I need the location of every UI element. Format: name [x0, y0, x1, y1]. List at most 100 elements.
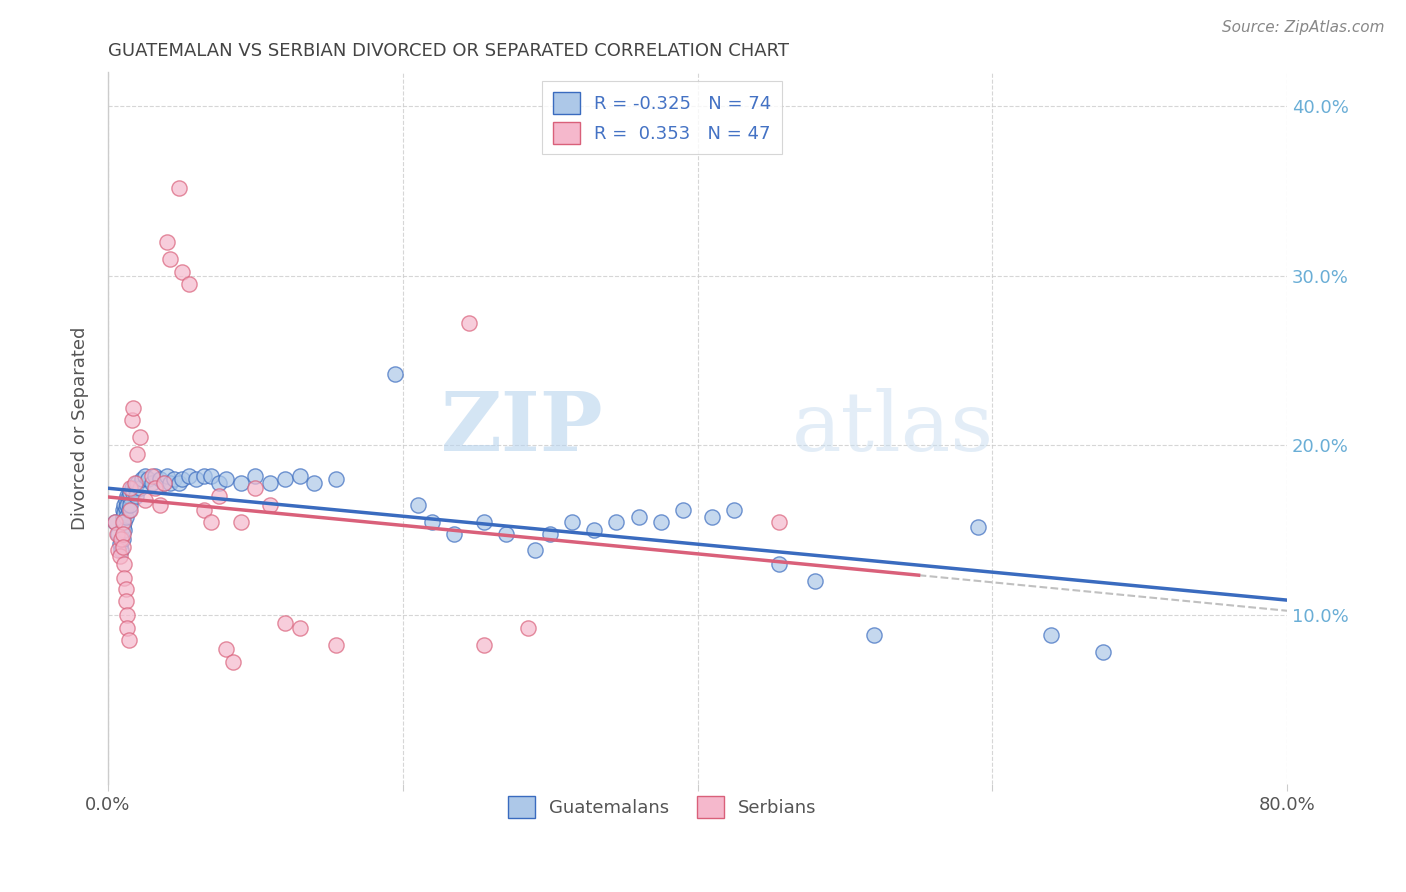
Point [141, 469, 163, 483]
Y-axis label: Divorced or Separated: Divorced or Separated [72, 326, 89, 530]
Point [120, 481, 142, 495]
Point [274, 616, 297, 631]
Point [384, 367, 406, 381]
Point [129, 430, 152, 444]
Text: Source: ZipAtlas.com: Source: ZipAtlas.com [1222, 20, 1385, 35]
Point [111, 532, 134, 546]
Point [768, 515, 790, 529]
Point [124, 475, 146, 490]
Point [148, 472, 170, 486]
Point [107, 526, 129, 541]
Point [966, 520, 988, 534]
Point [245, 469, 267, 483]
Point [495, 526, 517, 541]
Point [104, 515, 127, 529]
Point [167, 180, 190, 194]
Point [112, 515, 135, 529]
Point [524, 543, 547, 558]
Point [111, 509, 134, 524]
Point [134, 469, 156, 483]
Point [111, 540, 134, 554]
Point [702, 509, 724, 524]
Point [193, 503, 215, 517]
Point [156, 469, 179, 483]
Point [115, 607, 138, 622]
Point [186, 472, 208, 486]
Point [120, 503, 142, 517]
Point [325, 639, 347, 653]
Point [108, 549, 131, 563]
Point [177, 277, 200, 292]
Point [117, 633, 139, 648]
Point [125, 489, 148, 503]
Point [111, 526, 134, 541]
Point [153, 475, 176, 490]
Point [111, 520, 134, 534]
Point [768, 557, 790, 571]
Point [583, 523, 606, 537]
Point [121, 481, 143, 495]
Point [114, 594, 136, 608]
Point [170, 265, 193, 279]
Point [115, 498, 138, 512]
Point [114, 492, 136, 507]
Point [325, 472, 347, 486]
Point [245, 481, 267, 495]
Point [112, 557, 135, 571]
Point [115, 622, 138, 636]
Point [136, 472, 159, 486]
Point [170, 472, 193, 486]
Point [627, 509, 650, 524]
Point [259, 498, 281, 512]
Point [274, 472, 297, 486]
Point [114, 509, 136, 524]
Point [112, 506, 135, 520]
Point [229, 515, 252, 529]
Point [120, 486, 142, 500]
Point [127, 475, 149, 490]
Point [288, 622, 311, 636]
Point [141, 475, 163, 490]
Point [159, 475, 181, 490]
Point [112, 498, 135, 512]
Point [108, 537, 131, 551]
Point [131, 472, 153, 486]
Point [215, 641, 238, 656]
Point [143, 481, 166, 495]
Point [650, 515, 672, 529]
Point [458, 316, 481, 330]
Point [143, 469, 166, 483]
Point [104, 515, 127, 529]
Legend: Guatemalans, Serbians: Guatemalans, Serbians [501, 789, 824, 825]
Point [177, 469, 200, 483]
Point [420, 515, 443, 529]
Point [167, 475, 190, 490]
Text: GUATEMALAN VS SERBIAN DIVORCED OR SEPARATED CORRELATION CHART: GUATEMALAN VS SERBIAN DIVORCED OR SEPARA… [108, 42, 789, 60]
Point [134, 492, 156, 507]
Point [114, 582, 136, 597]
Point [114, 501, 136, 516]
Point [129, 481, 152, 495]
Point [207, 475, 229, 490]
Point [200, 469, 222, 483]
Point [159, 252, 181, 266]
Point [124, 481, 146, 495]
Point [229, 475, 252, 490]
Point [117, 503, 139, 517]
Point [117, 489, 139, 503]
Point [259, 475, 281, 490]
Point [804, 574, 827, 588]
Point [156, 235, 179, 249]
Point [472, 639, 495, 653]
Point [193, 469, 215, 483]
Point [1040, 628, 1063, 642]
Point [112, 571, 135, 585]
Point [288, 469, 311, 483]
Point [153, 475, 176, 490]
Point [222, 656, 245, 670]
Point [605, 515, 627, 529]
Point [120, 498, 142, 512]
Point [723, 503, 745, 517]
Text: atlas: atlas [792, 388, 994, 468]
Point [672, 503, 695, 517]
